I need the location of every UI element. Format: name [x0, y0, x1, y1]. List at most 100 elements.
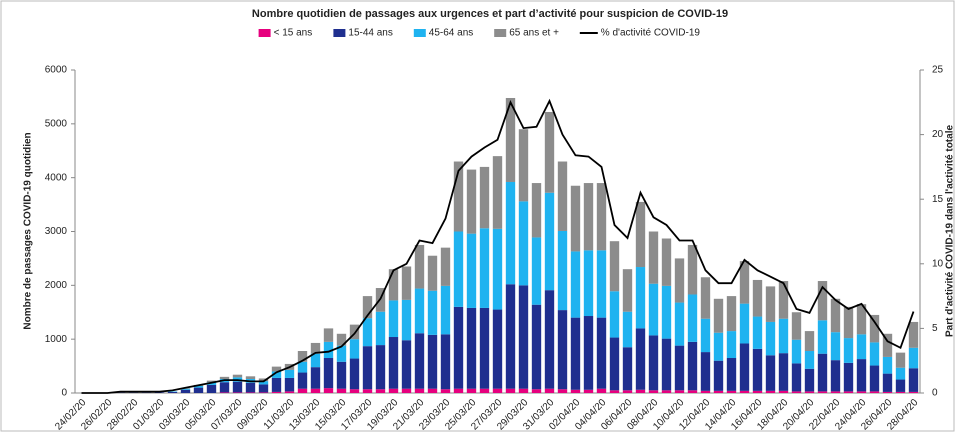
- bar-segment: [804, 391, 815, 393]
- bar-segment: [557, 310, 568, 390]
- bar-segment: [544, 111, 555, 193]
- bar-segment: [583, 250, 594, 317]
- bar-segment: [154, 392, 165, 393]
- bar-segment: [635, 201, 646, 268]
- bar-segment: [817, 391, 828, 393]
- bar-segment: [609, 291, 620, 338]
- bar-segment: [453, 388, 464, 393]
- bar-segment: [531, 389, 542, 393]
- bar-segment: [700, 318, 711, 353]
- bar-segment: [700, 352, 711, 391]
- bar-segment: [323, 328, 334, 342]
- bar-segment: [752, 279, 763, 317]
- bar-segment: [622, 347, 633, 391]
- bar-segment: [310, 367, 321, 389]
- bar-segment: [284, 369, 295, 378]
- bar-segment: [479, 307, 490, 389]
- bar-segment: [258, 381, 269, 385]
- bar-segment: [505, 181, 516, 285]
- bar-segment: [765, 286, 776, 322]
- bar-segment: [570, 389, 581, 393]
- bar-segment: [752, 390, 763, 393]
- bar-segment: [661, 390, 672, 393]
- bar-segment: [739, 261, 750, 304]
- bar-segment: [674, 302, 685, 346]
- y2-tick-label: 10: [932, 258, 944, 269]
- bar-segment: [427, 334, 438, 389]
- bar-segment: [167, 391, 178, 392]
- bar-segment: [622, 390, 633, 393]
- bar-segment: [843, 391, 854, 393]
- y2-tick-label: 5: [932, 323, 938, 334]
- bar-segment: [271, 391, 282, 393]
- bar-segment: [414, 288, 425, 334]
- bar-segment: [401, 299, 412, 341]
- bar-segment: [596, 183, 607, 251]
- bar-segment: [479, 166, 490, 229]
- bar-segment: [687, 390, 698, 393]
- bar-segment: [856, 304, 867, 335]
- bar-segment: [375, 345, 386, 390]
- bar-segment: [427, 388, 438, 393]
- bar-segment: [687, 244, 698, 295]
- bar-segment: [895, 391, 906, 393]
- bar-segment: [791, 312, 802, 340]
- bar-segment: [414, 333, 425, 389]
- bar-segment: [739, 303, 750, 344]
- bar-segment: [466, 169, 477, 234]
- bar-segment: [765, 390, 776, 393]
- bar-segment: [830, 391, 841, 393]
- bar-segment: [271, 366, 282, 372]
- legend-label: 65 ans et +: [509, 28, 559, 39]
- bar-segment: [518, 201, 529, 286]
- bar-segment: [219, 382, 230, 393]
- bar-segment: [817, 320, 828, 354]
- bar-segment: [297, 372, 308, 389]
- bar-segment: [401, 340, 412, 389]
- legend-label: < 15 ans: [274, 28, 313, 39]
- bar-segment: [258, 384, 269, 393]
- bar-segment: [388, 337, 399, 389]
- y-tick-label: 0: [61, 388, 67, 399]
- bar-segment: [713, 332, 724, 361]
- y-tick-label: 1000: [45, 334, 68, 345]
- bar-segment: [232, 374, 243, 378]
- bar-segment: [791, 363, 802, 392]
- bar-segment: [362, 296, 373, 319]
- bar-segment: [414, 244, 425, 289]
- y-tick-label: 2000: [45, 280, 68, 291]
- bar-segment: [297, 361, 308, 373]
- bar-segment: [284, 391, 295, 393]
- bar-segment: [232, 392, 243, 393]
- y2-tick-label: 20: [932, 129, 944, 140]
- bar-segment: [830, 332, 841, 361]
- bar-segment: [596, 250, 607, 318]
- bar-segment: [713, 360, 724, 391]
- bar-segment: [648, 283, 659, 336]
- bar-segment: [505, 284, 516, 389]
- bar-segment: [622, 311, 633, 348]
- bar-segment: [635, 328, 646, 390]
- bar-segment: [349, 389, 360, 393]
- bar-segment: [297, 388, 308, 393]
- bar-segment: [518, 388, 529, 393]
- bar-segment: [609, 241, 620, 292]
- bar-segment: [687, 341, 698, 391]
- bar-segment: [908, 321, 919, 348]
- bar-segment: [284, 377, 295, 392]
- bar-segment: [310, 388, 321, 393]
- y2-tick-label: 0: [932, 388, 938, 399]
- bar-segment: [609, 337, 620, 391]
- bar-segment: [453, 161, 464, 232]
- bar-segment: [908, 391, 919, 393]
- bar-segment: [674, 258, 685, 303]
- bar-segment: [544, 388, 555, 393]
- bar-segment: [895, 352, 906, 368]
- bar-segment: [570, 251, 581, 318]
- bar-segment: [401, 388, 412, 393]
- bar-segment: [882, 333, 893, 357]
- bar-segment: [895, 379, 906, 392]
- bar-segment: [193, 387, 204, 393]
- bar-segment: [713, 298, 724, 333]
- bar-segment: [440, 389, 451, 393]
